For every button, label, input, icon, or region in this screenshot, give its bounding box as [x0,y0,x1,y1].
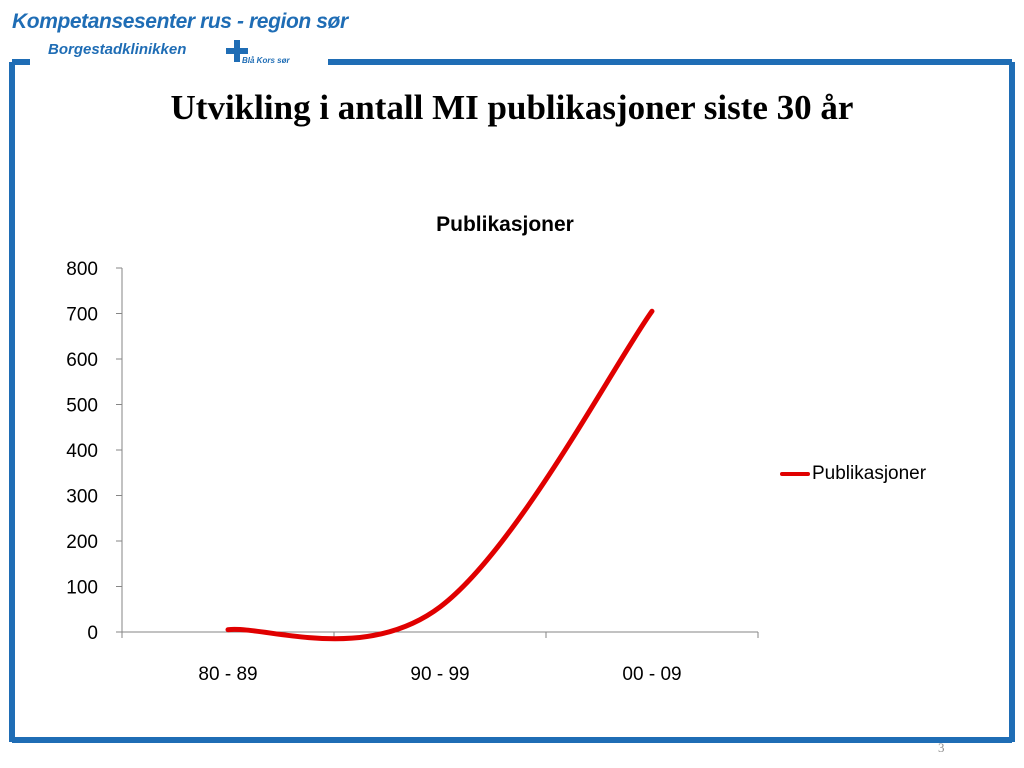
y-tick-label: 200 [66,532,98,553]
cross-icon [226,40,248,62]
y-tick-label: 800 [66,259,98,280]
legend-swatch [780,472,810,476]
x-tick-label: 00 - 09 [622,664,681,685]
legend-label: Publikasjoner [812,463,927,484]
series-line [225,308,655,642]
clinic-name: Borgestadklinikken [48,41,187,58]
slide-title: Utvikling i antall MI publikasjoner sist… [170,88,854,127]
chart-title: Publikasjoner [436,213,574,236]
page-number: 3 [938,740,945,755]
y-tick-label: 500 [66,396,98,417]
x-tick-label: 80 - 89 [198,664,257,685]
y-tick-label: 400 [66,441,98,462]
org-name: Kompetansesenter rus - region sør [12,10,348,33]
y-tick-label: 100 [66,578,98,599]
partner-label: Blå Kors sør [242,56,290,65]
brand-logo: Kompetansesenter rus - region sør Borges… [10,8,348,68]
y-tick-label: 0 [87,623,98,644]
y-tick-label: 700 [66,305,98,326]
y-tick-label: 600 [66,350,98,371]
y-tick-label: 300 [66,487,98,508]
x-tick-label: 90 - 99 [410,664,469,685]
